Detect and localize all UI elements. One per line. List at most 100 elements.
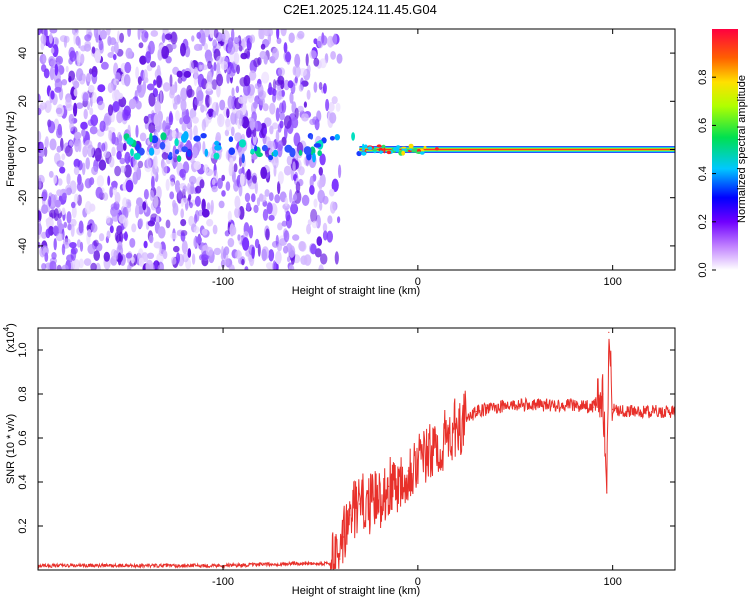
heatmap-cell [101,61,109,70]
heatmap-cell [216,55,224,65]
heatmap-cell [172,145,177,159]
heatmap-cell [291,116,299,129]
heatmap-cell [182,252,189,263]
heatmap-cell [164,125,171,137]
heatmap-cell [238,139,247,148]
heatmap-cell [80,45,87,52]
heatmap-cell [75,193,79,202]
heatmap-cell [228,136,234,143]
heatmap-cell [136,197,143,207]
heatmap-cell [69,242,77,249]
heatmap-cell [68,113,75,125]
heatmap-cell [70,247,77,261]
heatmap-cell [325,98,330,112]
heatmap-cell [215,135,221,143]
snr-data-point [300,562,302,565]
heatmap-cell [53,174,57,184]
heatmap-cell [326,230,333,243]
heatmap-cell [277,75,285,85]
y-tick-label: 0.2 [17,518,29,533]
y-tick-label: 0.6 [17,430,29,445]
heatmap-cell [169,74,173,87]
heatmap-cell [38,210,42,223]
heatmap-cell [131,256,135,264]
heatmap-cell [138,42,144,49]
heatmap-cell [383,147,386,154]
heatmap-cell [176,70,183,78]
heatmap-cell [181,122,187,132]
heatmap-cell [136,166,142,181]
heatmap-cell [272,122,278,130]
heatmap-cell [290,82,296,95]
heatmap-cell [181,240,188,254]
heatmap-cell [143,69,148,83]
snr-data-point [534,404,536,406]
heatmap-cell [124,151,131,164]
heatmap-cell [148,234,154,244]
heatmap-cell [189,202,193,209]
heatmap-cell [74,131,82,140]
heatmap-cell [276,37,282,44]
heatmap-cell [301,194,310,206]
heatmap-cell [322,222,328,233]
heatmap-cell [219,99,226,111]
snr-data-point [475,411,477,413]
heatmap-cell [201,228,208,236]
heatmap-cell [102,192,109,201]
heatmap-cell [297,30,305,39]
heatmap-cell [87,244,96,255]
heatmap-cell [211,185,218,193]
heatmap-cell [172,202,179,216]
heatmap-cell [162,82,171,92]
heatmap-cell [327,35,334,48]
heatmap-cell [272,93,277,103]
heatmap-cell [88,177,93,188]
heatmap-cell [193,67,199,80]
heatmap-cell [191,253,196,265]
heatmap-cell [57,123,62,136]
heatmap-cell [331,178,339,192]
heatmap-cell [284,144,293,153]
heatmap-cell [91,91,97,104]
heatmap-cell [73,158,81,168]
heatmap-cell [165,116,169,128]
heatmap-cell [127,205,132,213]
heatmap-cell [309,134,313,140]
heatmap-cell [146,83,155,91]
heatmap-cell [135,100,142,110]
heatmap-cell [221,190,226,197]
heatmap-cell [235,85,240,94]
heatmap-cell [87,229,92,238]
heatmap-cell [136,84,142,93]
heatmap-cell [217,177,223,189]
heatmap-cell [204,148,209,157]
heatmap-cell [38,107,42,116]
heatmap-cell [228,147,236,155]
heatmap-cell [41,231,47,239]
heatmap-cell [206,218,214,227]
heatmap-cell [183,70,192,78]
heatmap-cell [82,73,86,82]
heatmap-cell [206,202,211,211]
heatmap-cell [41,204,49,215]
heatmap-cell [56,264,62,270]
heatmap-cell [38,177,42,189]
heatmap-cell [220,60,228,71]
heatmap-cell [217,265,221,270]
colorbar-tick-label: 0.0 [697,262,709,277]
heatmap-cell [307,219,312,226]
heatmap-cell [116,245,124,257]
heatmap-cell [135,124,139,138]
heatmap-cell [173,95,182,105]
heatmap-cell [310,208,318,223]
heatmap-cell [180,42,186,57]
heatmap-cell [90,223,98,233]
heatmap-cell [144,31,149,39]
heatmap-cell [199,179,205,189]
heatmap-cell [194,98,200,106]
heatmap-cell [212,224,218,235]
heatmap-cell [233,36,240,44]
heatmap-cell [193,226,200,234]
heatmap-cell [243,231,249,239]
heatmap-cell [101,142,106,152]
